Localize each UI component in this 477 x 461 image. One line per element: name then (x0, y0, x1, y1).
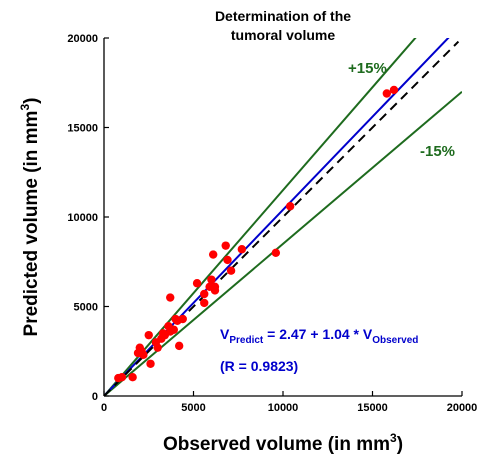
data-point (153, 343, 162, 352)
data-point (210, 286, 220, 295)
x-axis-title-text: Observed volume (in mm (163, 434, 390, 455)
y-tick-label: 5000 (74, 302, 98, 314)
chart-title-line-2: tumoral volume (231, 27, 335, 43)
chart-title-line-1: Determination of the (215, 8, 351, 24)
y-axis-title-end: ) (21, 98, 42, 104)
data-point (389, 85, 399, 95)
data-point (271, 248, 281, 257)
data-point (382, 89, 392, 98)
data-point (223, 255, 232, 265)
equation-sub-observed: Observed (372, 335, 418, 346)
data-point (146, 359, 155, 368)
equation-body: = 2.47 + 1.04 * V (263, 326, 373, 342)
y-tick-label: 0 (92, 391, 98, 403)
x-tick-label: 20000 (447, 402, 477, 414)
y-tick-label: 10000 (67, 212, 98, 224)
y-axis-title: Predicted volume (in mm3) (18, 98, 42, 337)
upper-band-label: +15% (348, 60, 387, 77)
x-tick-label: 10000 (268, 402, 299, 414)
data-point (174, 341, 184, 351)
data-point (139, 350, 148, 360)
x-tick-label: 15000 (357, 402, 388, 414)
data-point (285, 202, 295, 211)
upper-15-percent-line (104, 38, 417, 396)
data-point (200, 298, 209, 308)
x-axis-title-sup: 3 (390, 431, 397, 445)
data-point (237, 245, 247, 254)
data-point (117, 373, 127, 382)
x-tick-label: 5000 (181, 402, 205, 414)
data-point (208, 250, 218, 259)
lower-band-label: -15% (420, 143, 455, 160)
equation-v: V (220, 326, 230, 342)
data-point (166, 293, 175, 302)
data-point (128, 373, 137, 382)
lower-15-percent-line (104, 90, 462, 396)
correlation-label: (R = 0.9823) (220, 358, 298, 374)
data-point (192, 279, 202, 288)
data-point (226, 266, 236, 275)
regression-equation: VPredict = 2.47 + 1.04 * VObserved (220, 326, 418, 346)
data-point (169, 325, 179, 334)
y-axis-title-text: Predicted volume (in mm (21, 111, 42, 337)
data-point (207, 275, 216, 284)
y-tick-label: 20000 (67, 33, 98, 45)
plot-area (104, 38, 462, 396)
data-point (178, 314, 187, 324)
data-point (144, 330, 153, 340)
data-point (221, 241, 230, 250)
y-tick-label: 15000 (67, 123, 98, 135)
data-point (200, 289, 209, 299)
x-tick-label: 0 (101, 402, 107, 414)
x-axis-title: Observed volume (in mm3) (163, 431, 403, 455)
y-axis-title-sup: 3 (18, 104, 32, 111)
x-axis-title-end: ) (397, 434, 403, 455)
equation-sub-predict: Predict (229, 335, 264, 346)
